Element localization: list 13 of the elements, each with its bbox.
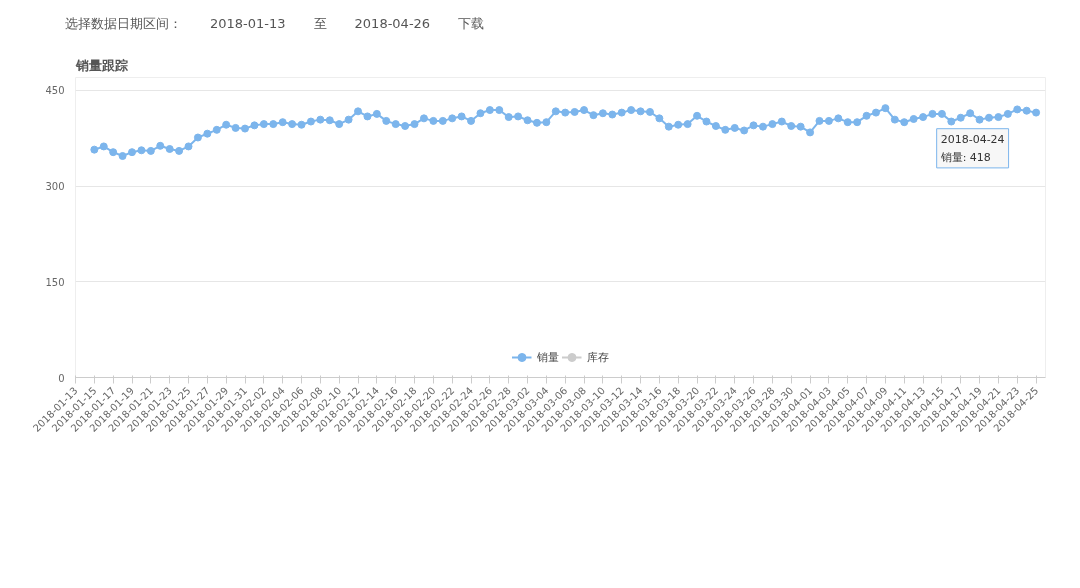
chart-title: 销量跟踪: [74, 57, 128, 73]
y-tick-label: 300: [45, 181, 65, 193]
y-tick-label: 450: [45, 85, 65, 97]
text: 下载: [458, 16, 485, 31]
text: 至: [313, 16, 327, 31]
text: 选择数据日期区间：: [65, 16, 182, 31]
text: 2018-04-26: [354, 16, 431, 31]
legend-label: 库存: [586, 349, 609, 365]
y-tick-label: 0: [58, 372, 65, 384]
text: 2018-01-13: [210, 16, 286, 31]
legend-label: 销量: [536, 349, 559, 365]
y-tick-label: 150: [45, 276, 65, 288]
annotation: 2018-04-24 销量: 418: [939, 132, 1005, 164]
